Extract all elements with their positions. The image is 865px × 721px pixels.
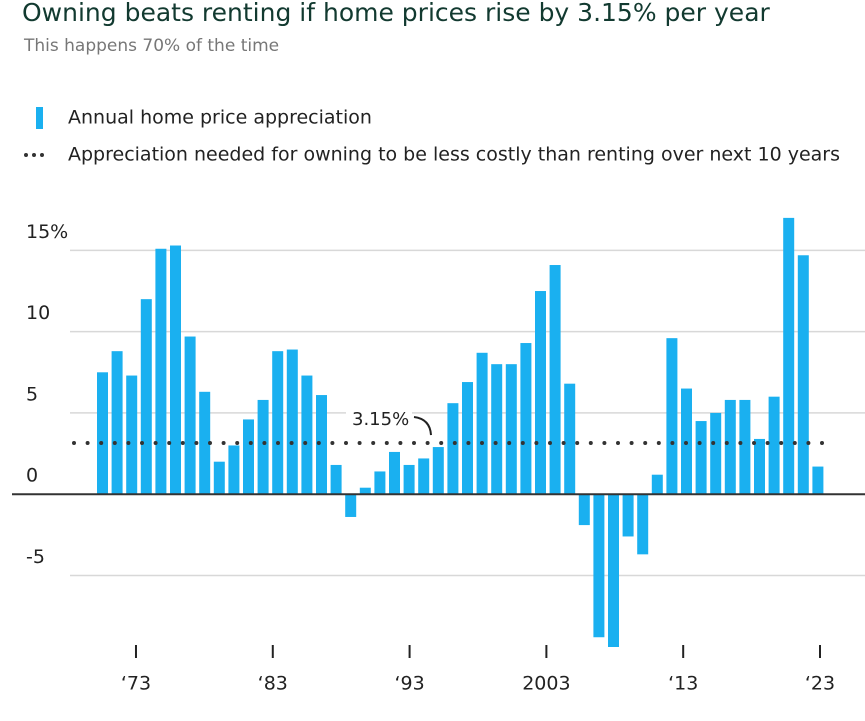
bar — [593, 494, 605, 638]
bar — [447, 403, 459, 495]
bar — [476, 352, 488, 495]
x-tick-label: ‘83 — [258, 673, 288, 695]
bar — [359, 487, 371, 495]
bar — [505, 364, 517, 495]
bar — [345, 494, 357, 517]
bar — [389, 451, 400, 495]
x-tick-label: ‘13 — [668, 673, 698, 695]
bar — [155, 248, 167, 495]
bar — [710, 412, 722, 495]
bar — [462, 382, 473, 495]
y-tick-label: -5 — [26, 546, 45, 568]
bar — [768, 396, 780, 495]
x-tick-label: ‘93 — [394, 673, 424, 695]
bar — [126, 375, 138, 495]
bar — [739, 399, 751, 495]
bar — [97, 372, 108, 495]
bar — [199, 391, 211, 495]
bar — [243, 419, 254, 495]
y-tick-label: 15% — [26, 221, 68, 243]
legend-label: Annual home price appreciation — [68, 107, 372, 129]
bar — [272, 351, 284, 495]
y-tick-label: 10 — [26, 302, 50, 324]
bar — [418, 458, 430, 495]
bar — [228, 445, 240, 495]
bar — [111, 351, 123, 495]
bar — [724, 399, 736, 495]
legend-swatch — [36, 107, 43, 129]
bar — [374, 471, 386, 495]
bar — [184, 336, 196, 495]
chart-title: Owning beats renting if home prices rise… — [22, 0, 771, 27]
bar — [564, 383, 576, 495]
bar — [286, 349, 298, 495]
bar — [651, 474, 663, 495]
chart-subtitle: This happens 70% of the time — [23, 36, 279, 56]
x-tick-label: ‘73 — [121, 673, 151, 695]
bar — [812, 466, 824, 495]
threshold-label: 3.15% — [352, 409, 409, 430]
bar — [257, 399, 269, 495]
bar — [213, 461, 225, 495]
bar — [432, 447, 444, 495]
annotation-arrow — [413, 416, 432, 436]
bar — [622, 494, 634, 537]
y-tick-label: 0 — [26, 465, 38, 487]
bar — [578, 494, 590, 526]
bar — [520, 343, 532, 495]
bar — [754, 438, 765, 495]
bar — [666, 338, 678, 495]
bar — [316, 395, 327, 495]
bar — [797, 255, 809, 495]
bar — [695, 421, 707, 495]
legend-label: Appreciation needed for owning to be les… — [68, 144, 840, 166]
bar — [549, 265, 561, 495]
bar — [637, 494, 649, 555]
x-tick-label: 2003 — [522, 673, 570, 695]
bar — [608, 494, 619, 647]
bar — [170, 245, 181, 495]
y-tick-label: 5 — [26, 383, 38, 405]
bar — [491, 364, 503, 495]
bar — [535, 291, 546, 495]
bar — [783, 217, 795, 495]
bar — [330, 464, 342, 495]
bar — [140, 299, 152, 495]
bar — [403, 464, 415, 495]
bar — [301, 375, 313, 495]
x-tick-label: ‘23 — [805, 673, 835, 695]
label-bg — [346, 407, 412, 432]
